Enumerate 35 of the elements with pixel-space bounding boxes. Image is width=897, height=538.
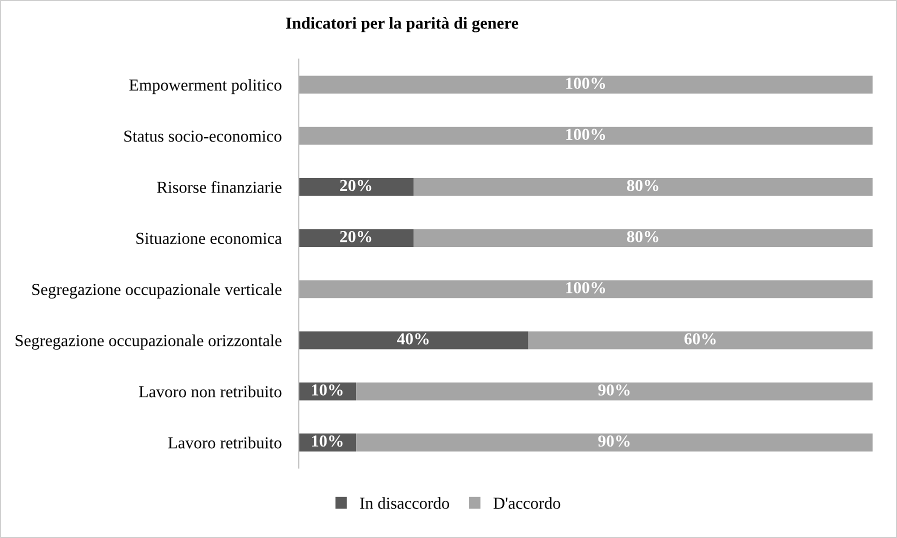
legend-label: D'accordo bbox=[494, 497, 560, 509]
data-label: 40% bbox=[397, 333, 429, 345]
y-tick-label: Lavoro retribuito bbox=[168, 436, 282, 448]
data-label: 20% bbox=[340, 230, 372, 242]
bar bbox=[356, 382, 873, 400]
data-label: 10% bbox=[312, 384, 343, 396]
y-tick-label: Empowerment politico bbox=[129, 78, 282, 94]
bar bbox=[356, 434, 873, 452]
bar bbox=[298, 229, 414, 248]
y-tick-label: Status socio-economico bbox=[124, 130, 282, 142]
y-tick-label: Segregazione occupazionale orizzontale bbox=[16, 334, 282, 350]
bar bbox=[414, 229, 873, 248]
data-label: 80% bbox=[627, 180, 658, 192]
bar bbox=[298, 331, 528, 350]
y-tick-label: Segregazione occupazionale verticale bbox=[32, 283, 282, 299]
data-label: 20% bbox=[340, 180, 372, 192]
bar bbox=[298, 178, 414, 196]
data-label: 100% bbox=[566, 282, 606, 294]
bar bbox=[414, 178, 873, 196]
legend-label: In disaccordo bbox=[360, 497, 450, 509]
bar bbox=[298, 126, 873, 145]
chart-title: Indicatori per la parità di genere bbox=[286, 17, 518, 32]
data-label: 100% bbox=[566, 78, 606, 89]
y-tick-label: Risorse finanziarie bbox=[157, 181, 282, 193]
bar bbox=[528, 331, 873, 350]
data-label: 90% bbox=[598, 435, 630, 447]
y-tick-label: Situazione economica bbox=[136, 232, 282, 244]
data-label: 100% bbox=[566, 128, 606, 140]
data-label: 80% bbox=[627, 230, 658, 242]
bar bbox=[298, 280, 873, 298]
data-label: 90% bbox=[598, 384, 630, 396]
bar bbox=[298, 76, 873, 94]
y-tick-label: Lavoro non retribuito bbox=[139, 386, 282, 398]
data-label: 10% bbox=[312, 435, 343, 447]
data-label: 60% bbox=[684, 333, 716, 345]
